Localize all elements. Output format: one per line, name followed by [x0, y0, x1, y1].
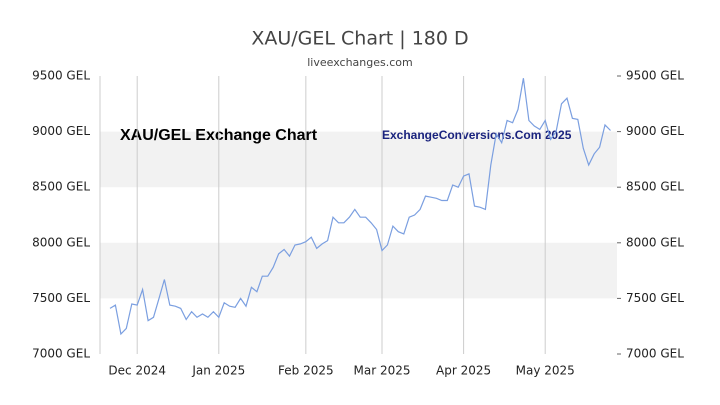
watermark: ExchangeConversions.Com 2025 [382, 128, 572, 142]
price-line [109, 78, 611, 336]
y-tick-label: 9500 GEL [32, 69, 90, 83]
x-tick-label: Apr 2025 [436, 364, 491, 378]
y2-tick-label: 8000 GEL [626, 235, 684, 249]
x-tick-label: Jan 2025 [191, 364, 245, 378]
y2-tick-label: 9500 GEL [626, 69, 684, 83]
y2-tick-label: 7500 GEL [626, 291, 684, 305]
y2-tick-label: 8500 GEL [626, 180, 684, 194]
bands [100, 131, 617, 299]
band [100, 242, 617, 299]
y-tick-label: 7000 GEL [32, 347, 90, 361]
chart-subtitle: liveexchanges.com [307, 56, 412, 69]
x-tick-label: Dec 2024 [108, 364, 166, 378]
band [100, 131, 617, 188]
x-tick-label: Mar 2025 [354, 364, 411, 378]
y-tick-label: 8000 GEL [32, 235, 90, 249]
x-tick-label: Feb 2025 [278, 364, 334, 378]
y2-tick-label: 7000 GEL [626, 347, 684, 361]
y-tick-label: 9000 GEL [32, 124, 90, 138]
y-tick-label: 8500 GEL [32, 180, 90, 194]
x-tick-label: May 2025 [516, 364, 575, 378]
y2-tick-label: 9000 GEL [626, 124, 684, 138]
chart-title: XAU/GEL Chart | 180 D [251, 28, 468, 50]
y-tick-label: 7500 GEL [32, 291, 90, 305]
